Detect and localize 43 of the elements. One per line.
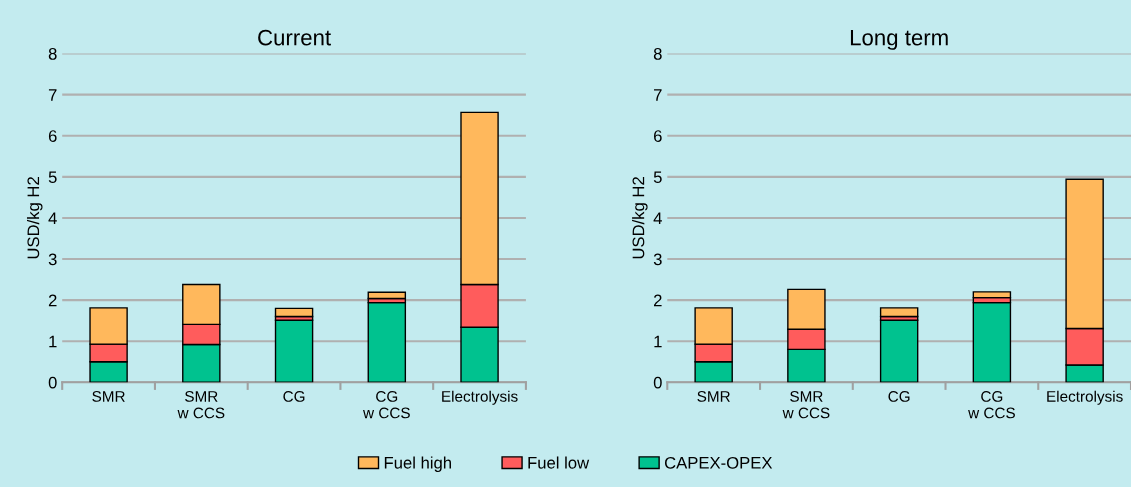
y-tick-label: 5 [653,171,662,184]
bar [879,319,919,383]
y-tick-label: 4 [48,212,57,224]
bar [274,307,314,318]
x-tick-label: CG w CCS [363,391,410,419]
y-tick-label: 0 [653,376,662,389]
bar [972,301,1012,383]
x-tick-label: CG [888,391,910,402]
x-tick-label: Electrolysis [442,390,518,405]
y-tick-label: 1 [654,335,662,348]
legend-label: Fuel high [384,456,451,472]
x-tick-label: SMR [92,391,125,402]
y-tick-label: 1 [49,335,57,348]
legend-label: Fuel low [528,456,590,469]
bar [879,307,919,318]
y-tick-label: 7 [654,89,662,101]
bar [367,301,407,383]
y-tick-label: 2 [48,294,57,307]
y-tick-label: 3 [653,253,662,266]
x-tick-label: SMR [697,391,730,402]
chart-title: Long term [850,29,948,50]
bar [274,319,314,383]
y-axis-title: USD/kg H2 [26,177,43,259]
y-tick-label: 5 [48,171,57,184]
y-tick-label: 6 [654,130,662,142]
y-tick-label: 3 [48,253,57,266]
x-tick-label: Electrolysis [1047,390,1123,405]
x-tick-label: CG w CCS [968,391,1015,419]
chart-title: Current [258,29,331,46]
y-axis-title: USD/kg H2 [632,177,648,259]
x-tick-label: SMR w CCS [782,391,830,419]
bar [367,291,407,300]
y-tick-label: 2 [654,294,662,307]
x-tick-label: CG [283,391,305,402]
y-tick-label: 8 [48,47,57,60]
bar [972,291,1012,299]
x-tick-label: SMR w CCS [177,391,225,419]
y-tick-label: 8 [653,47,662,60]
y-tick-label: 0 [48,376,57,389]
legend-label: CAPEX-OPEX [664,456,773,469]
y-tick-label: 6 [48,130,57,142]
y-tick-label: 7 [48,89,57,101]
y-tick-label: 4 [653,212,662,224]
